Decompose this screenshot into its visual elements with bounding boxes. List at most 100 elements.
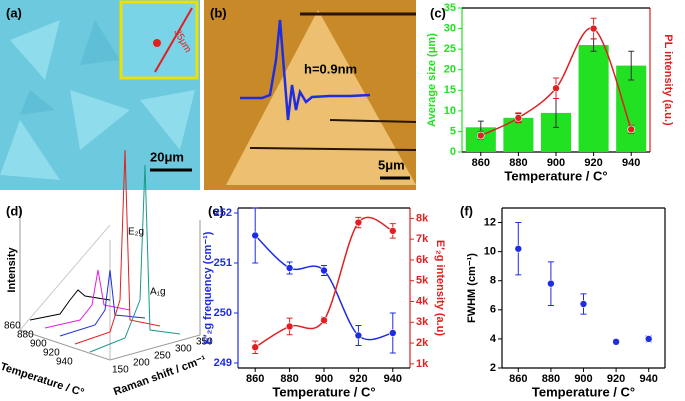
y-tick-label: 4	[490, 333, 497, 345]
x-tick-label: 860	[246, 373, 264, 385]
temperature-tick: 940	[56, 357, 73, 368]
y2-axis-label: E′₂g intensity (a.u)	[434, 240, 446, 336]
point	[514, 244, 523, 253]
scale-bar: 5μm	[378, 157, 405, 172]
x-tick-label: 920	[584, 157, 602, 169]
shift-tick: 200	[133, 358, 150, 369]
y-tick-label: 4k	[416, 295, 429, 307]
y-tick-label: 8	[490, 275, 496, 287]
optical-image	[0, 0, 200, 190]
y-tick-label: 3k	[416, 316, 429, 328]
x-tick-label: 900	[547, 157, 565, 169]
peak-label: E₂g	[128, 227, 144, 238]
shift-tick: 300	[175, 344, 192, 355]
y-tick-label: 20	[444, 64, 456, 76]
y-tick-label: 25	[444, 43, 456, 55]
point	[627, 125, 636, 134]
point	[388, 227, 397, 235]
y-tick-label: 251	[214, 257, 232, 269]
point	[354, 218, 363, 227]
y-tick-label: 1k	[416, 358, 429, 370]
error-bar	[628, 50, 635, 81]
step-height: h=0.9nm	[304, 61, 357, 76]
point	[388, 329, 397, 337]
point	[251, 231, 259, 240]
point	[514, 114, 523, 122]
x-tick-label: 920	[349, 373, 367, 385]
panel-label: (d)	[6, 203, 23, 218]
afm-image	[204, 0, 417, 190]
x-tick-label: 920	[607, 373, 625, 385]
line	[480, 27, 632, 137]
temperature-tick: 860	[4, 321, 21, 332]
y-axis-label: Average size (μm)	[426, 33, 438, 127]
line	[254, 234, 393, 341]
point	[547, 279, 555, 288]
shift-tick: 350	[196, 337, 213, 348]
y-tick-label: 10	[484, 246, 496, 258]
temperature-tick: 920	[43, 348, 60, 359]
scale-bar: 20μm	[150, 149, 184, 164]
point	[552, 84, 560, 93]
temperature-tick: 900	[30, 339, 47, 350]
x-tick-label: 900	[315, 373, 333, 385]
y-tick-label: 2	[490, 362, 496, 374]
y-tick-label: 5k	[416, 275, 429, 287]
y-tick-label: 15	[444, 84, 456, 96]
x-tick-label: 880	[280, 373, 298, 385]
y-tick-label: 12	[484, 216, 496, 228]
x-axis-label: Temperature / C°	[532, 384, 635, 399]
y-tick-label: 30	[444, 22, 456, 34]
y-tick-label: 252	[214, 207, 232, 219]
y2-axis-label: PL intensity (a.u.)	[662, 34, 674, 126]
point	[354, 331, 363, 340]
x-tick-label: 940	[640, 373, 658, 385]
y-tick-label: 6k	[416, 254, 429, 266]
x-tick-label: 940	[622, 157, 640, 169]
point	[251, 343, 259, 352]
x-tick-label: 860	[472, 157, 490, 169]
y-tick-label: 250	[214, 307, 232, 319]
bar	[578, 45, 609, 152]
y-tick-label: 6	[490, 304, 496, 316]
y-axis-label: FWHM (cm⁻¹)	[466, 253, 478, 323]
y-tick-label: 8k	[416, 212, 429, 224]
raman-3d	[19, 149, 201, 361]
point	[644, 335, 653, 343]
point	[320, 316, 328, 325]
panel-label: (c)	[430, 5, 446, 20]
point	[476, 131, 485, 140]
panel-label: (f)	[460, 203, 473, 218]
y-tick-label: 7k	[416, 233, 429, 245]
point	[589, 24, 598, 33]
y-axis-label: E′₂g frequency (cm⁻¹)	[202, 231, 214, 344]
peak-label: A₁g	[150, 287, 166, 298]
x-axis-label: Temperature / C°	[272, 384, 375, 399]
y-tick-label: 249	[214, 357, 232, 369]
x-axis-label: Temperature / C°	[504, 168, 607, 183]
x-tick-label: 880	[542, 373, 560, 385]
x-tick-label: 860	[509, 373, 527, 385]
line	[254, 216, 394, 348]
panel-label: (a)	[6, 5, 22, 20]
y-tick-label: 5	[450, 125, 456, 137]
y-tick-label: 2k	[416, 337, 429, 349]
y-axis-label: Intensity	[6, 247, 18, 293]
panel-label: (e)	[208, 203, 224, 218]
shift-tick: 250	[154, 351, 171, 362]
x-tick-label: 940	[384, 373, 402, 385]
point	[285, 264, 294, 272]
y-tick-label: 35	[444, 2, 456, 14]
point	[579, 300, 588, 308]
point	[285, 322, 294, 331]
x-tick-label: 880	[509, 157, 527, 169]
point	[320, 266, 328, 275]
temperature-tick: 880	[17, 330, 34, 341]
x-tick-label: 900	[574, 373, 592, 385]
shift-tick: 150	[112, 365, 129, 376]
panel-label: (b)	[210, 5, 227, 20]
y-tick-label: 10	[444, 105, 456, 117]
point	[612, 338, 620, 346]
